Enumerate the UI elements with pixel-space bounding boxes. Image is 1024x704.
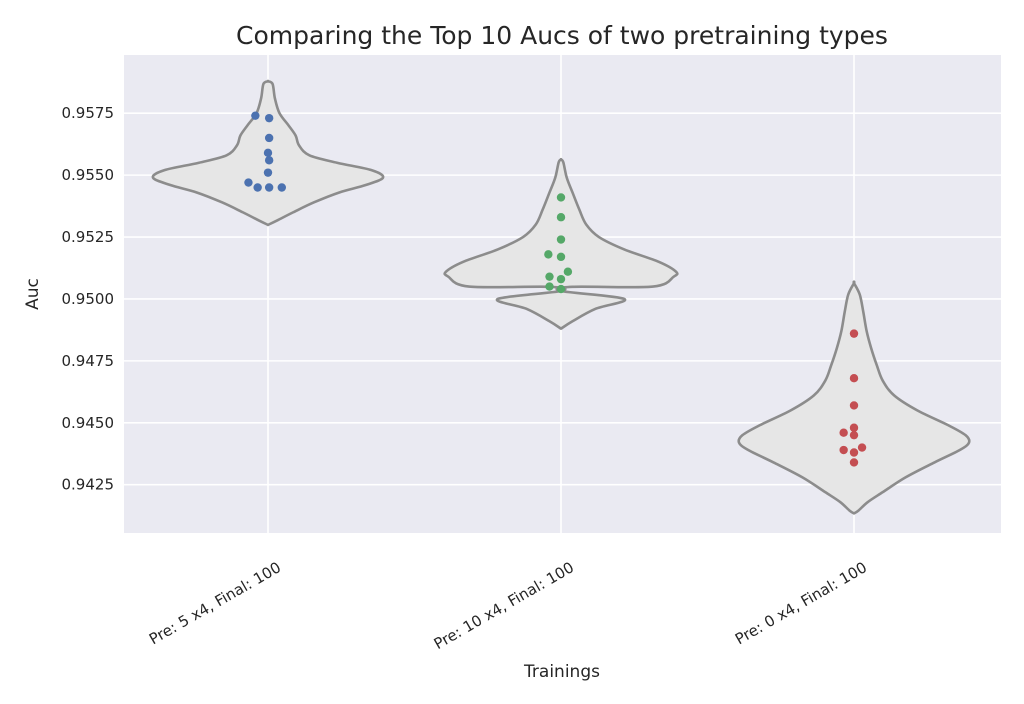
- data-point: [556, 274, 566, 284]
- data-point: [839, 428, 848, 437]
- y-tick-label: 0.9475: [62, 352, 115, 370]
- data-point: [244, 178, 253, 187]
- y-tick-label: 0.9525: [62, 228, 115, 246]
- data-point: [264, 133, 274, 143]
- y-tick-label: 0.9450: [62, 414, 115, 432]
- chart-title: Comparing the Top 10 Aucs of two pretrai…: [236, 21, 888, 50]
- data-point: [849, 458, 859, 467]
- data-point: [264, 156, 274, 165]
- data-points: [244, 111, 867, 467]
- data-point: [556, 193, 566, 202]
- y-tick-label: 0.9500: [62, 290, 115, 308]
- data-point: [563, 267, 573, 276]
- data-point: [556, 213, 566, 222]
- data-point: [849, 430, 859, 440]
- data-point: [263, 168, 273, 177]
- data-point: [263, 148, 273, 158]
- violin-2: [443, 157, 679, 330]
- data-point: [849, 448, 859, 457]
- x-tick-labels: Pre: 5 x4, Final: 100 Pre: 10 x4, Final: …: [146, 558, 870, 653]
- data-point: [849, 423, 859, 432]
- y-axis-label: Auc: [23, 278, 43, 310]
- data-point: [264, 183, 274, 192]
- y-tick-labels: 0.9425 0.9450 0.9475 0.9500 0.9525 0.9550 0.95…: [62, 104, 115, 494]
- data-point: [849, 374, 859, 383]
- x-tick-label: Pre: 0 x4, Final: 100: [732, 558, 870, 648]
- data-point: [849, 329, 859, 338]
- data-point: [556, 235, 566, 244]
- x-axis-label: Trainings: [523, 662, 600, 682]
- violin-3: [737, 280, 971, 515]
- data-point: [264, 113, 274, 123]
- data-point: [556, 252, 566, 262]
- data-point: [251, 111, 260, 120]
- data-point: [277, 183, 286, 192]
- data-point: [857, 443, 867, 452]
- data-point: [556, 284, 566, 294]
- y-tick-label: 0.9425: [62, 476, 115, 494]
- data-point: [545, 282, 554, 291]
- data-point: [253, 183, 262, 192]
- data-point: [545, 272, 554, 281]
- x-tick-label: Pre: 5 x4, Final: 100: [146, 558, 284, 648]
- y-tick-label: 0.9575: [62, 104, 115, 122]
- data-point: [544, 250, 553, 259]
- y-tick-label: 0.9550: [62, 166, 115, 184]
- x-tick-label: Pre: 10 x4, Final: 100: [431, 558, 577, 653]
- data-point: [839, 445, 848, 455]
- data-point: [849, 401, 859, 410]
